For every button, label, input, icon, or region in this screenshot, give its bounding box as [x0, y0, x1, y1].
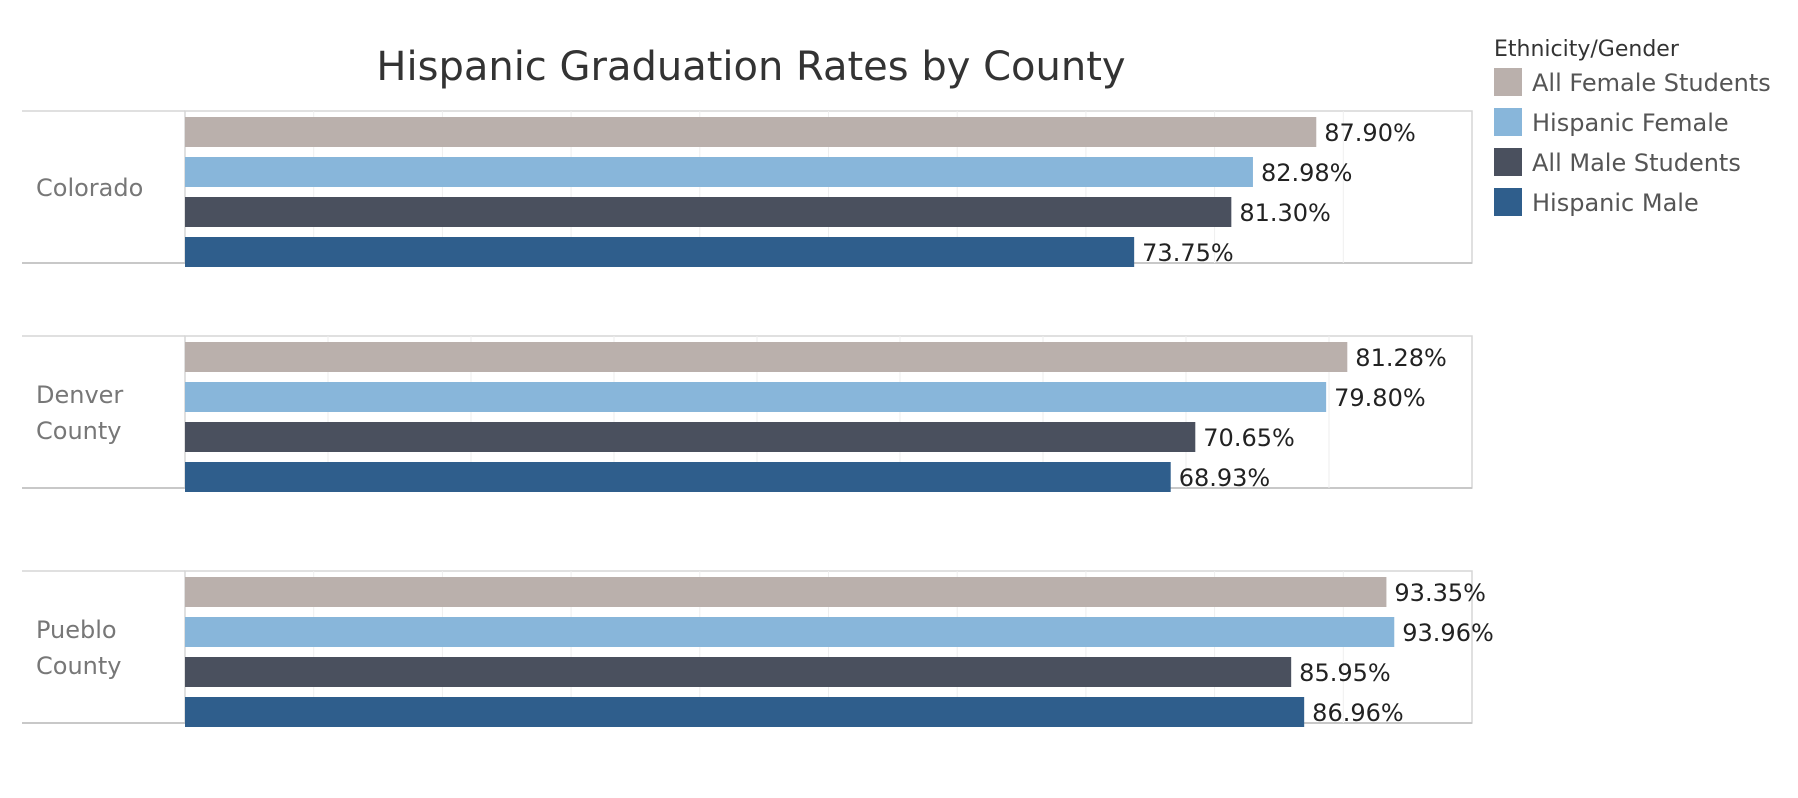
row-label: Denver — [36, 381, 123, 409]
panel-0: Colorado 87.90% 82.98% 81.30%73.75% — [22, 110, 1473, 267]
bar-all-male-students — [185, 197, 1232, 227]
legend-item: All Female Students — [1494, 68, 1771, 97]
legend-label: All Male Students — [1532, 149, 1741, 177]
data-label: 79.80% — [1334, 384, 1426, 412]
bar-hispanic-male — [185, 462, 1171, 492]
data-label: 86.96% — [1312, 699, 1404, 727]
panel-2: Pueblo County 93.35% 93.96% 85.95% 86.96% — [22, 570, 1494, 727]
data-label: 68.93% — [1179, 464, 1271, 492]
legend-swatch — [1494, 148, 1522, 176]
data-label: 82.98% — [1261, 159, 1353, 187]
row-label: Pueblo — [36, 616, 117, 644]
bar-all-female-students — [185, 117, 1317, 147]
data-label: 81.28% — [1355, 344, 1447, 372]
data-label: 85.95% — [1299, 659, 1391, 687]
legend-item: All Male Students — [1494, 148, 1741, 177]
panel-1: Denver County 81.28% 79.80% 70.65% 68.93% — [22, 335, 1473, 492]
data-label: 93.96% — [1402, 619, 1494, 647]
bar-hispanic-female — [185, 382, 1327, 412]
data-label: 87.90% — [1324, 119, 1416, 147]
legend-label: Hispanic Female — [1532, 109, 1729, 137]
data-label: 93.35% — [1394, 579, 1486, 607]
bar-hispanic-female — [185, 157, 1253, 187]
legend-swatch — [1494, 188, 1522, 216]
bar-all-female-students — [185, 577, 1387, 607]
legend-swatch — [1494, 108, 1522, 136]
legend-item: Hispanic Male — [1494, 188, 1699, 217]
legend-item: Hispanic Female — [1494, 108, 1729, 137]
bar-all-male-students — [185, 657, 1292, 687]
row-label: Colorado — [36, 174, 143, 202]
legend-swatch — [1494, 68, 1522, 96]
data-label: 73.75% — [1142, 239, 1234, 267]
legend-label: All Female Students — [1532, 69, 1771, 97]
legend-label: Hispanic Male — [1532, 189, 1699, 217]
chart-title: Hispanic Graduation Rates by County — [376, 44, 1125, 90]
data-label: 81.30% — [1239, 199, 1331, 227]
bar-all-male-students — [185, 422, 1196, 452]
legend: Ethnicity/Gender All Female Students Hisp… — [1494, 37, 1771, 217]
legend-title: Ethnicity/Gender — [1494, 37, 1680, 62]
bar-hispanic-female — [185, 617, 1395, 647]
bar-all-female-students — [185, 342, 1348, 372]
data-label: 70.65% — [1203, 424, 1295, 452]
bar-hispanic-male — [185, 697, 1305, 727]
chart-panels: Colorado 87.90% 82.98% 81.30%73.75% Denver Co… — [22, 110, 1494, 727]
row-label: County — [36, 417, 121, 445]
row-label: County — [36, 652, 121, 680]
bar-hispanic-male — [185, 237, 1135, 267]
